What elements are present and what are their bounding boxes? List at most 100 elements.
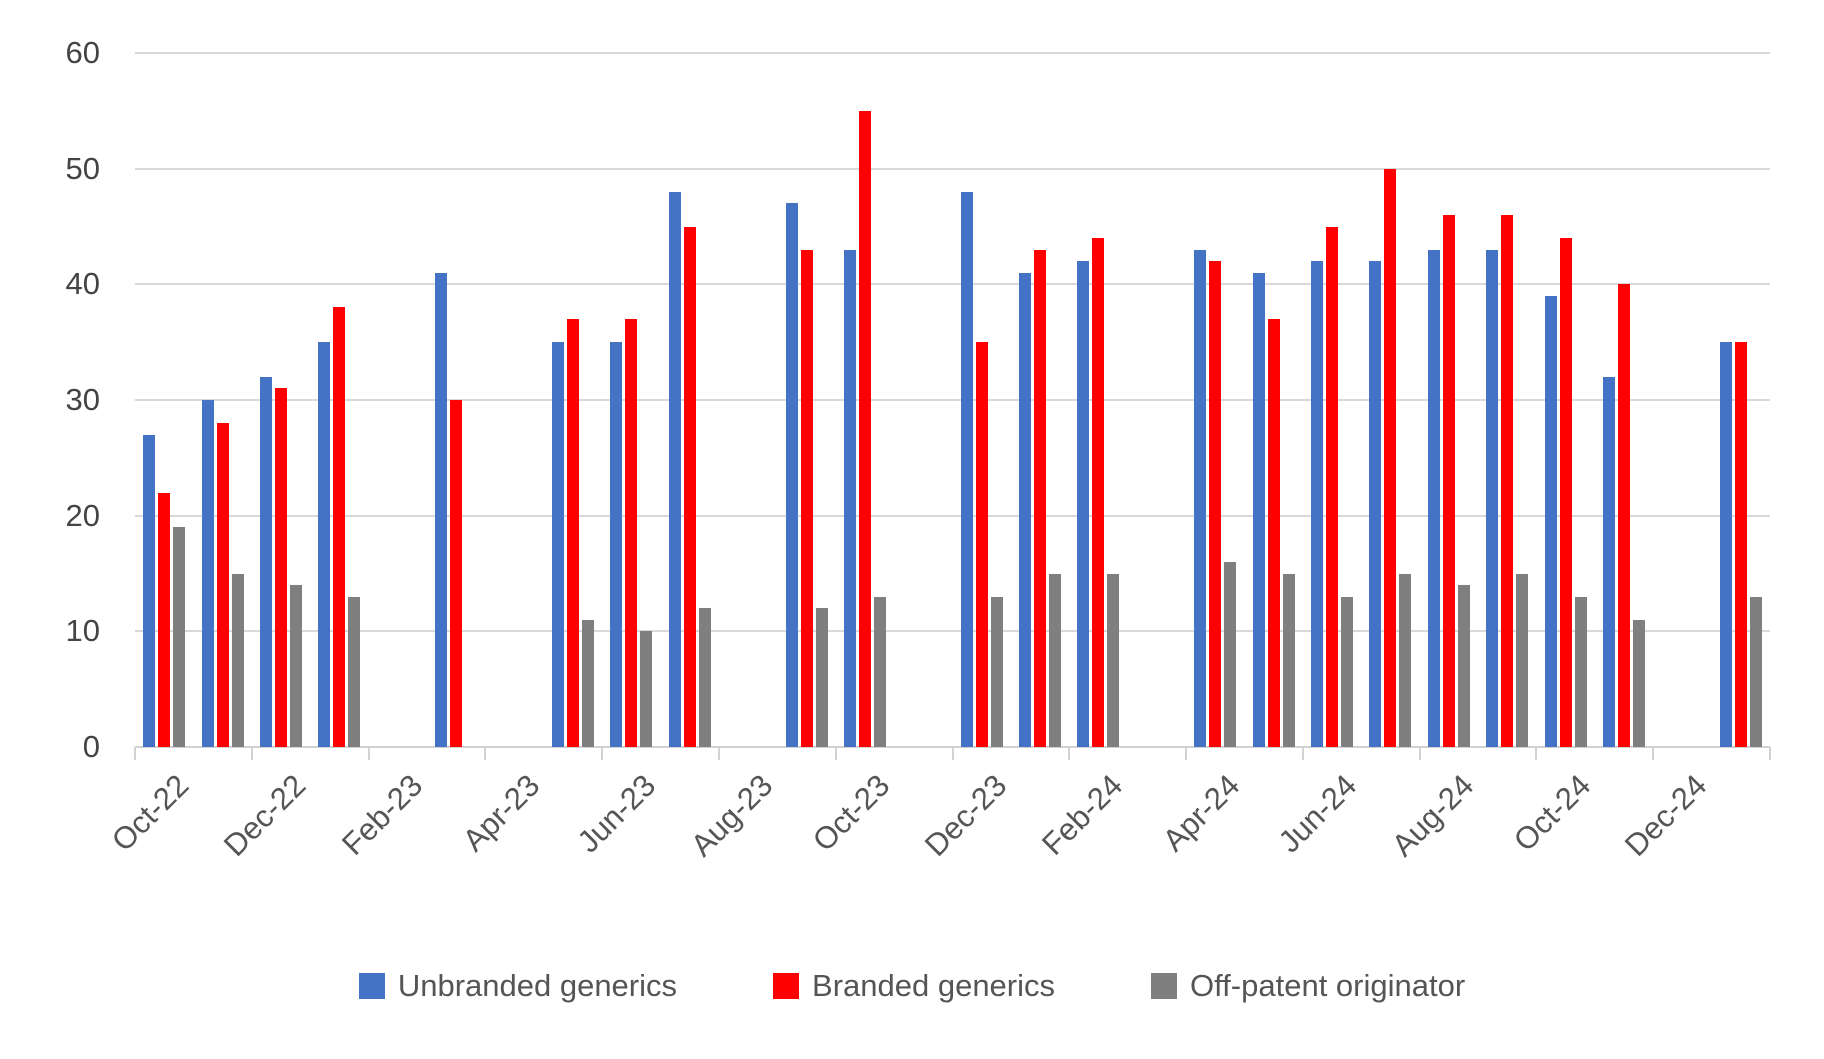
gridline: [135, 630, 1770, 633]
bar-branded-generics-jun-23: [625, 319, 638, 747]
bar-off-patent-originator-oct-24: [1574, 596, 1587, 747]
bar-off-patent-originator-may-24: [1282, 573, 1295, 747]
bar-branded-generics-sep-24: [1501, 214, 1514, 747]
bar-unbranded-generics-jul-24: [1369, 261, 1382, 747]
x-axis-tick: [1418, 747, 1421, 760]
bar-off-patent-originator-sep-24: [1516, 573, 1529, 747]
bar-off-patent-originator-jan-24: [1049, 573, 1062, 747]
x-axis-tick: [1068, 747, 1071, 760]
y-axis-tick-label: 40: [65, 266, 100, 302]
x-axis-tick: [1301, 747, 1304, 760]
x-axis-tick: [134, 747, 136, 760]
x-axis-tick-label: Feb-23: [334, 767, 430, 862]
y-axis-tick-label: 20: [65, 497, 100, 533]
x-axis-tick: [951, 747, 954, 760]
gridline: [135, 167, 1770, 170]
bar-unbranded-generics-jul-23: [668, 191, 681, 747]
bar-off-patent-originator-apr-24: [1224, 561, 1237, 747]
bar-off-patent-originator-oct-22: [173, 527, 186, 747]
x-axis-tick-label: Aug-23: [684, 767, 780, 864]
x-axis-tick: [367, 747, 370, 760]
gridline: [135, 399, 1770, 401]
gridline: [135, 514, 1770, 517]
bar-off-patent-originator-nov-24: [1633, 619, 1646, 747]
bar-branded-generics-oct-22: [158, 492, 171, 747]
x-axis-tick-label: Jun-23: [570, 767, 663, 860]
bar-off-patent-originator-jun-23: [640, 631, 653, 747]
x-axis-tick-label: Dec-24: [1618, 767, 1714, 864]
x-axis-tick: [601, 747, 604, 760]
x-axis-tick: [717, 747, 720, 760]
bar-off-patent-originator-feb-24: [1107, 573, 1120, 747]
bar-unbranded-generics-mar-23: [435, 272, 448, 747]
bar-branded-generics-aug-24: [1442, 214, 1455, 747]
bar-off-patent-originator-oct-23: [873, 596, 886, 747]
bar-unbranded-generics-jun-24: [1311, 261, 1324, 747]
bar-unbranded-generics-may-23: [551, 342, 564, 747]
x-axis-tick-label: Dec-22: [216, 767, 313, 864]
bar-unbranded-generics-sep-24: [1486, 249, 1499, 747]
y-axis-tick-label: 30: [65, 382, 100, 417]
x-axis-tick: [250, 747, 253, 760]
x-axis-tick-label: Dec-23: [917, 767, 1014, 864]
x-axis-tick: [484, 747, 487, 760]
bar-branded-generics-oct-24: [1559, 238, 1572, 747]
bar-branded-generics-nov-24: [1618, 284, 1631, 747]
bar-off-patent-originator-jun-24: [1341, 596, 1354, 747]
x-axis-tick: [834, 747, 837, 760]
bar-off-patent-originator-may-23: [581, 619, 594, 747]
x-axis-tick-label: Oct-24: [1506, 767, 1597, 859]
x-axis-tick-label: Oct-23: [805, 767, 897, 859]
x-axis-tick: [1535, 747, 1538, 760]
x-axis-tick-label: Apr-23: [455, 767, 546, 859]
y-axis-tick-label: 10: [65, 613, 100, 649]
bar-branded-generics-jan-24: [1034, 249, 1047, 747]
bar-unbranded-generics-oct-22: [143, 434, 156, 747]
bar-branded-generics-dec-23: [975, 342, 988, 747]
bar-branded-generics-feb-24: [1092, 238, 1105, 747]
bar-off-patent-originator-dec-23: [990, 596, 1003, 747]
bar-branded-generics-oct-23: [858, 110, 871, 747]
bar-branded-generics-may-24: [1267, 319, 1280, 747]
bar-branded-generics-jun-24: [1326, 226, 1339, 747]
bar-unbranded-generics-may-24: [1252, 272, 1265, 747]
legend-swatch-gray-icon: [1151, 973, 1178, 999]
bar-unbranded-generics-jan-25: [1719, 342, 1732, 747]
bar-unbranded-generics-oct-24: [1544, 295, 1557, 747]
legend: Unbranded generics Branded generics Off-…: [0, 968, 1824, 1004]
legend-item-off-patent-originator: Off-patent originator: [1151, 968, 1465, 1004]
bar-off-patent-originator-sep-23: [815, 608, 828, 747]
bar-branded-generics-jul-23: [683, 226, 696, 747]
x-axis-tick-label: Aug-24: [1384, 767, 1481, 864]
bar-branded-generics-jan-25: [1734, 342, 1747, 747]
bar-off-patent-originator-dec-22: [289, 585, 302, 747]
legend-item-unbranded-generics: Unbranded generics: [358, 968, 677, 1004]
bar-unbranded-generics-jan-23: [318, 342, 331, 747]
bar-off-patent-originator-nov-22: [231, 573, 244, 747]
bar-off-patent-originator-aug-24: [1457, 585, 1470, 747]
x-axis-tick: [1769, 747, 1771, 760]
bar-unbranded-generics-nov-24: [1603, 376, 1616, 747]
bar-unbranded-generics-aug-24: [1427, 249, 1440, 747]
x-axis-tick-label: Jun-24: [1271, 767, 1364, 860]
legend-label: Branded generics: [812, 968, 1056, 1003]
legend-swatch-blue-icon: [358, 973, 385, 999]
bar-off-patent-originator-jan-23: [348, 596, 361, 747]
bar-branded-generics-mar-23: [450, 400, 463, 747]
bar-unbranded-generics-sep-23: [785, 203, 798, 747]
bar-off-patent-originator-jul-24: [1399, 573, 1412, 747]
bar-unbranded-generics-jan-24: [1019, 272, 1032, 747]
bar-unbranded-generics-nov-22: [201, 400, 214, 747]
x-axis-tick: [1652, 747, 1655, 760]
x-axis-tick-label: Oct-22: [104, 767, 196, 859]
bar-branded-generics-apr-24: [1209, 261, 1222, 747]
bar-unbranded-generics-feb-24: [1077, 261, 1090, 747]
y-axis-tick-label: 60: [65, 35, 100, 70]
legend-label: Off-patent originator: [1190, 968, 1466, 1003]
gridline: [135, 52, 1770, 54]
x-axis-tick-label: Feb-24: [1035, 767, 1130, 862]
bar-branded-generics-jul-24: [1384, 168, 1397, 747]
y-axis-tick-label: 0: [82, 729, 100, 764]
